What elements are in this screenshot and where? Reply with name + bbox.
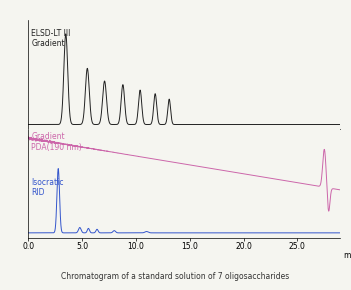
Text: ELSD-LT III
Gradient: ELSD-LT III Gradient bbox=[31, 29, 71, 48]
Text: min: min bbox=[344, 251, 351, 260]
Text: Gradient
PDA(190 nm): Gradient PDA(190 nm) bbox=[31, 132, 82, 152]
Text: Isocratic
RID: Isocratic RID bbox=[31, 178, 64, 197]
Text: Chromatogram of a standard solution of 7 oligosaccharides: Chromatogram of a standard solution of 7… bbox=[61, 272, 290, 281]
